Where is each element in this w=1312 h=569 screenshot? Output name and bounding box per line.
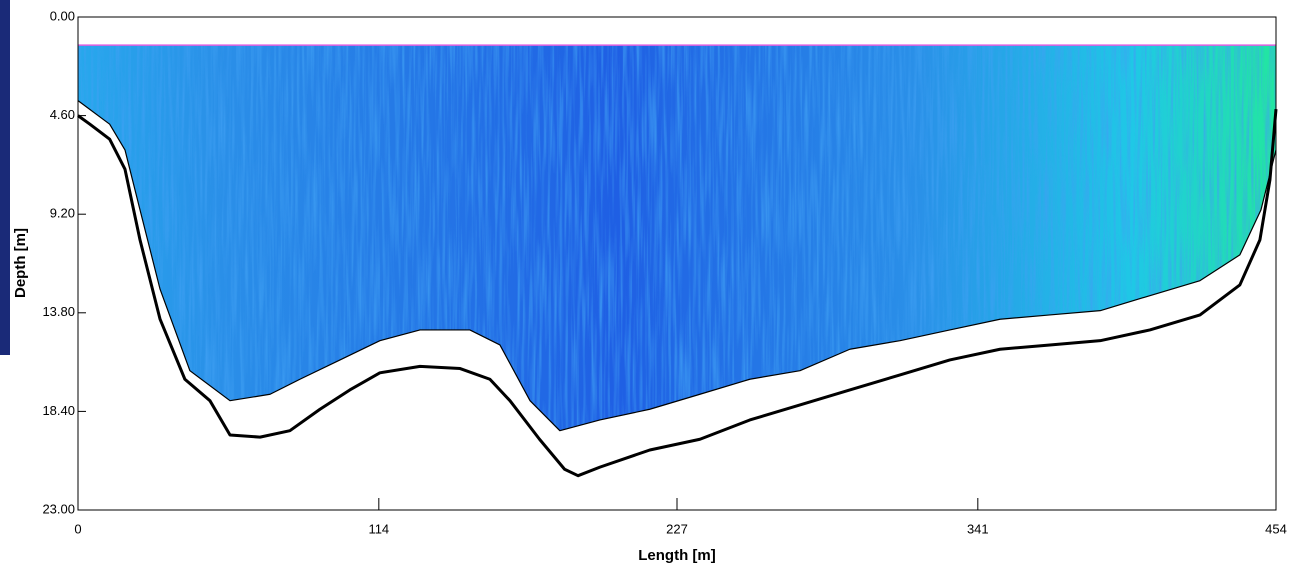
y-tick-label: 23.00 [42,501,75,516]
y-tick-label: 9.20 [50,206,75,221]
x-tick-label: 341 [967,521,989,536]
y-tick-label: 18.40 [42,403,75,418]
last-bin-line [77,100,1277,432]
x-tick-label: 227 [666,521,688,536]
bottom-line [77,109,1278,478]
y-tick-label: 0.00 [50,8,75,23]
side-strip [0,0,10,355]
measured-texture [78,45,1276,431]
plot-border [77,16,1277,511]
x-tick-label: 114 [368,521,389,536]
y-tick-label: 13.80 [42,304,75,319]
y-tick-label: 4.60 [50,107,75,122]
x-tick-label: 454 [1265,521,1287,536]
x-axis-title: Length [m] [638,547,715,564]
y-axis-title: Depth [m] [12,228,29,298]
x-tick-label: 0 [74,521,81,536]
